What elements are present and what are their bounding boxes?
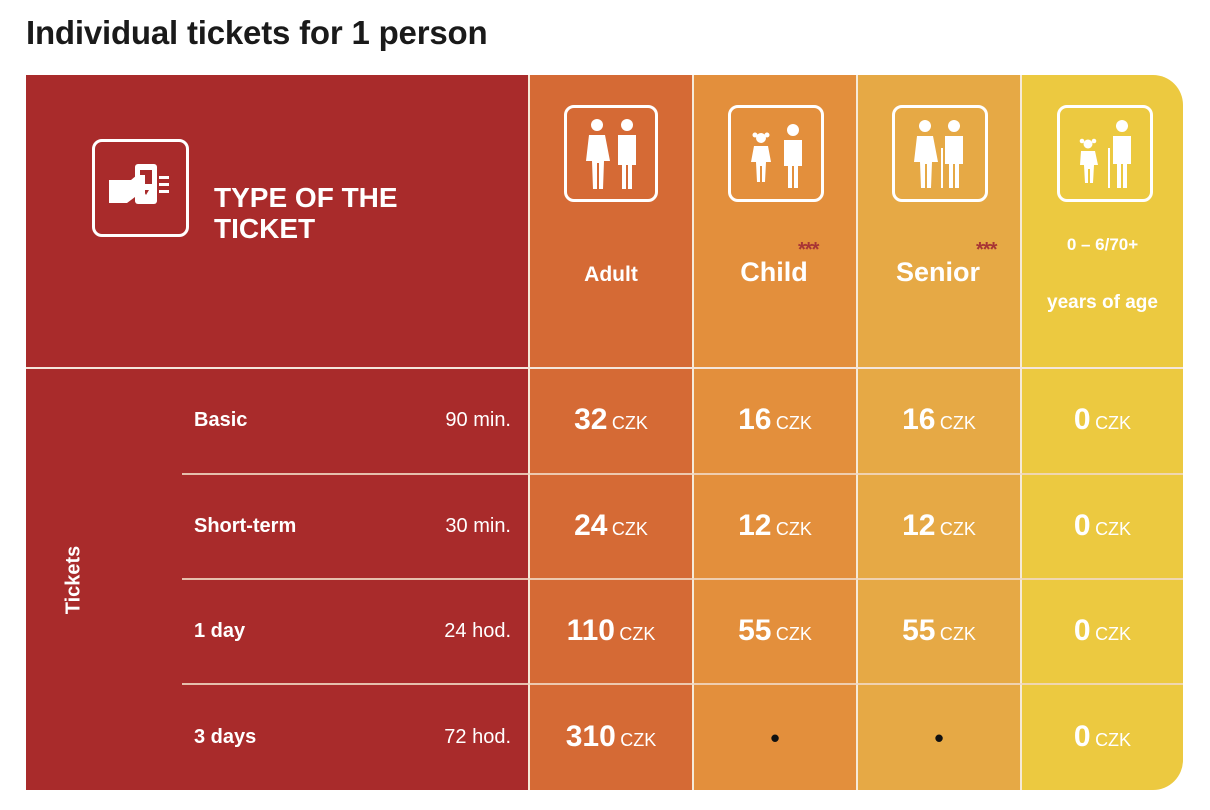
price-adult: 310 CZK: [565, 720, 657, 753]
free-column: [1022, 75, 1183, 790]
child-adult-icon: [728, 105, 824, 202]
price-senior: 16 CZK: [902, 403, 976, 436]
child-column: [694, 75, 856, 790]
row-divider: [182, 578, 1183, 580]
row-name: 1 day: [194, 620, 246, 642]
seniors-icon: [892, 105, 988, 202]
tickets-side-label-text: Tickets: [62, 545, 85, 614]
row-duration: 30 min.: [445, 515, 511, 537]
price-free: 0 CZK: [1073, 614, 1132, 647]
column-divider: [692, 75, 694, 790]
child-senior-icon: [1057, 105, 1153, 202]
page-title: Individual tickets for 1 person: [26, 14, 488, 51]
ticket-type-heading: TYPE OF THE TICKET: [214, 182, 398, 244]
price-adult: 32 CZK: [574, 403, 648, 436]
row-name: Basic: [194, 409, 248, 431]
row-name: Short-term: [194, 515, 297, 537]
free-age-range: 0 – 6/70+: [1066, 235, 1139, 254]
price-senior: 12 CZK: [902, 509, 976, 542]
child-header: Child: [740, 257, 808, 287]
price-child-unavailable: •: [770, 723, 780, 753]
senior-footnote-mark: ***: [976, 239, 997, 261]
senior-header: Senior: [895, 257, 981, 287]
row-duration: 72 hod.: [444, 726, 511, 748]
row-divider: [182, 473, 1183, 475]
price-child: 12 CZK: [738, 509, 812, 542]
price-adult: 110 CZK: [566, 614, 656, 647]
row-duration: 90 min.: [445, 409, 511, 431]
price-free: 0 CZK: [1073, 720, 1132, 753]
adult-header: Adult: [584, 263, 638, 286]
row-divider: [182, 683, 1183, 685]
adults-icon: [564, 105, 658, 202]
price-free: 0 CZK: [1073, 509, 1132, 542]
price-child: 55 CZK: [738, 614, 812, 647]
senior-column: [858, 75, 1020, 790]
price-senior: 55 CZK: [902, 614, 976, 647]
adult-column: [530, 75, 692, 790]
tickets-side-label: Tickets: [26, 369, 122, 790]
free-age-caption: years of age: [1047, 292, 1158, 313]
column-divider: [856, 75, 858, 790]
ticket-price-table: TYPE OF THE TICKET Adult Child ***: [26, 75, 1183, 790]
row-duration: 24 hod.: [444, 620, 511, 642]
row-name: 3 days: [194, 726, 257, 748]
child-footnote-mark: ***: [798, 239, 819, 261]
price-senior-unavailable: •: [934, 723, 944, 753]
ticket-validator-icon: [92, 139, 189, 237]
column-divider: [1020, 75, 1022, 790]
column-divider: [528, 75, 530, 790]
price-child: 16 CZK: [738, 403, 812, 436]
price-adult: 24 CZK: [574, 509, 648, 542]
header-divider: [26, 367, 1183, 369]
price-free: 0 CZK: [1073, 403, 1132, 436]
